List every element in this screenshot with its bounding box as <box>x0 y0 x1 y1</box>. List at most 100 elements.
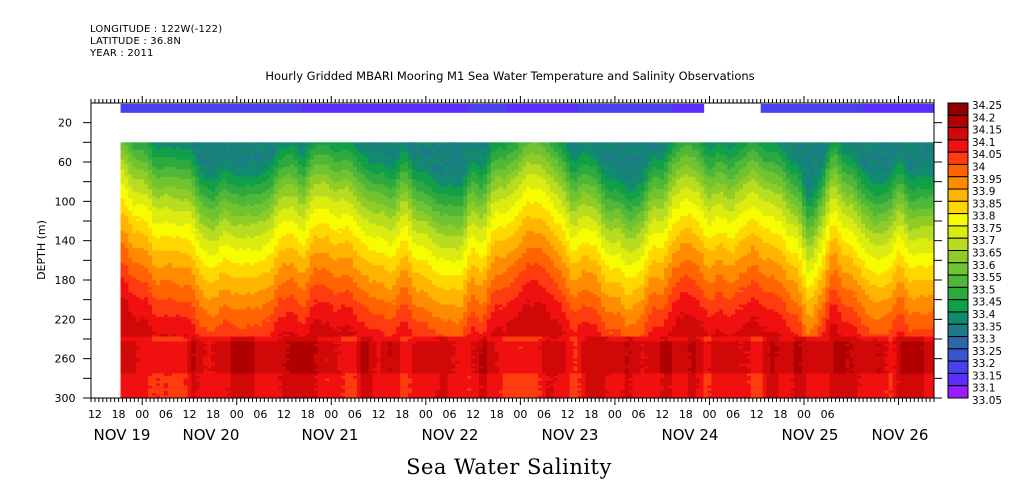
field-cell <box>246 358 252 362</box>
field-cell <box>128 245 133 249</box>
field-cell <box>258 265 263 269</box>
field-cell <box>234 228 240 232</box>
field-cell <box>262 356 267 360</box>
field-cell <box>246 147 252 151</box>
field-cell <box>215 225 220 229</box>
field-cell <box>258 373 263 377</box>
field-cell <box>195 304 200 308</box>
field-cell <box>238 358 244 362</box>
field-cell <box>183 336 189 340</box>
field-cell <box>195 329 200 333</box>
field-cell <box>262 245 267 249</box>
field-cell <box>152 341 157 345</box>
field-cell <box>191 147 196 151</box>
field-cell <box>230 216 236 220</box>
field-cell <box>238 270 244 274</box>
field-cell <box>156 383 161 387</box>
field-cell <box>254 257 260 261</box>
field-cell <box>179 152 185 156</box>
field-cell <box>167 275 173 279</box>
field-cell <box>179 375 185 379</box>
field-cell <box>191 176 196 180</box>
field-cell <box>266 233 271 237</box>
field-cell <box>207 294 212 298</box>
field-cell <box>167 176 173 180</box>
field-cell <box>258 383 263 387</box>
field-cell <box>191 388 196 392</box>
field-cell <box>258 201 263 205</box>
field-cell <box>226 206 232 210</box>
field-cell <box>199 393 204 397</box>
field-cell <box>163 341 169 345</box>
field-cell <box>175 235 181 239</box>
field-cell <box>152 221 157 225</box>
field-cell <box>230 233 236 237</box>
field-cell <box>199 193 204 198</box>
field-cell <box>207 307 212 311</box>
field-cell <box>215 267 220 271</box>
field-cell <box>211 191 216 195</box>
field-cell <box>199 257 204 261</box>
field-cell <box>203 245 208 249</box>
field-cell <box>246 388 252 392</box>
field-cell <box>156 221 161 225</box>
field-cell <box>179 179 185 183</box>
field-cell <box>270 287 275 291</box>
field-cell <box>159 159 165 163</box>
field-cell <box>136 361 141 365</box>
field-cell <box>270 238 275 242</box>
field-cell <box>167 331 173 335</box>
field-cell <box>124 353 130 357</box>
field-cell <box>270 230 275 234</box>
field-cell <box>203 380 208 384</box>
field-cell <box>124 211 130 215</box>
field-cell <box>242 218 248 222</box>
field-cell <box>211 149 216 153</box>
field-cell <box>238 292 244 296</box>
field-cell <box>148 329 153 333</box>
field-cell <box>148 297 153 301</box>
field-cell <box>215 206 220 210</box>
field-cell <box>254 189 260 193</box>
field-cell <box>175 149 181 153</box>
field-cell <box>203 208 208 212</box>
field-cell <box>159 287 165 291</box>
field-cell <box>222 385 228 389</box>
field-cell <box>270 149 275 153</box>
field-cell <box>242 262 248 266</box>
field-cell <box>262 260 267 264</box>
field-cell <box>219 302 224 306</box>
field-cell <box>226 324 232 328</box>
field-cell <box>136 353 141 357</box>
field-cell <box>191 299 196 303</box>
field-cell <box>136 370 141 375</box>
field-cell <box>148 208 153 212</box>
field-cell <box>124 383 130 387</box>
field-cell <box>179 361 185 365</box>
field-cell <box>191 230 196 234</box>
field-cell <box>242 348 248 352</box>
field-cell <box>136 225 141 229</box>
field-cell <box>187 164 193 168</box>
field-cell <box>238 321 244 325</box>
field-cell <box>124 176 130 180</box>
field-cell <box>234 154 240 158</box>
field-cell <box>156 248 161 252</box>
field-cell <box>128 380 133 384</box>
field-cell <box>203 341 208 345</box>
field-cell <box>175 265 181 269</box>
field-cell <box>270 336 275 340</box>
field-cell <box>124 225 130 229</box>
field-cell <box>132 390 137 394</box>
field-cell <box>179 358 185 362</box>
field-cell <box>132 277 137 281</box>
field-cell <box>191 206 196 210</box>
field-cell <box>191 316 196 320</box>
field-cell <box>226 176 232 180</box>
field-cell <box>148 331 153 335</box>
field-cell <box>167 309 173 313</box>
field-cell <box>140 238 145 242</box>
field-cell <box>159 351 165 355</box>
field-cell <box>230 225 236 229</box>
field-cell <box>211 144 216 148</box>
